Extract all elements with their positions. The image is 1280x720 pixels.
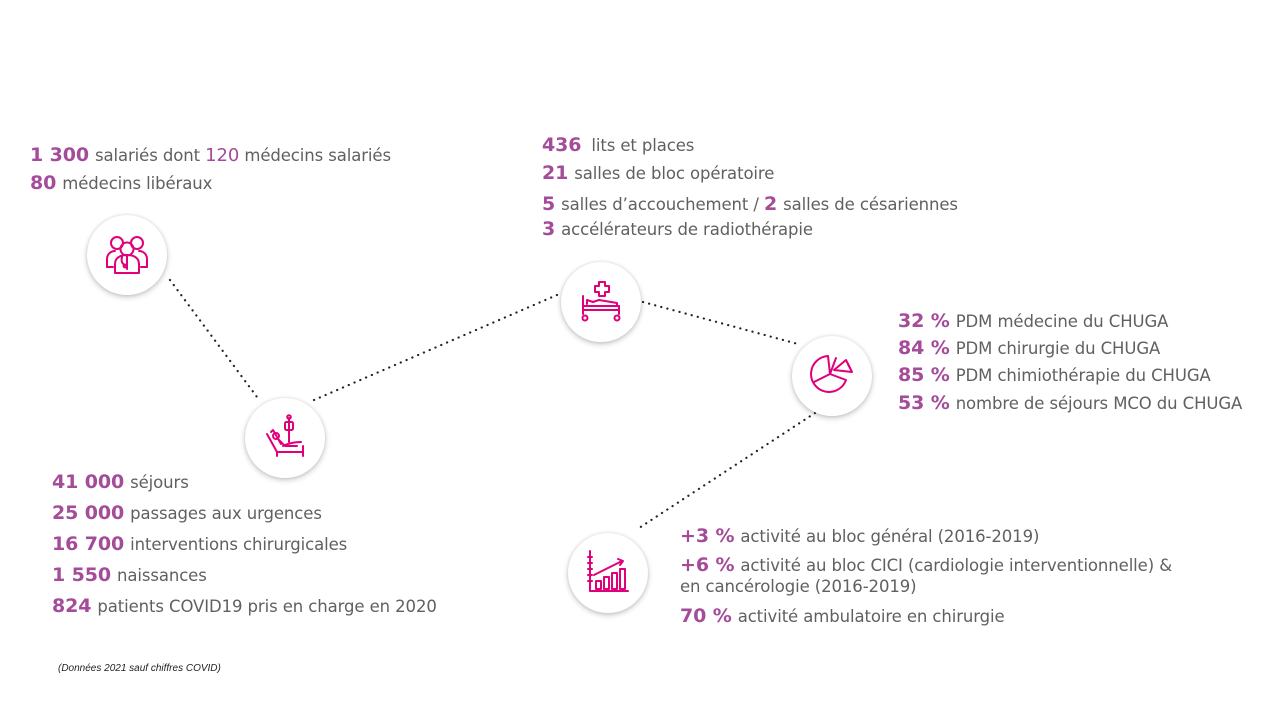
stat-number: 16 700: [52, 533, 125, 555]
connector-staff-activity: [168, 278, 259, 399]
growth-chart-icon: [584, 547, 632, 599]
staff-node: [87, 215, 167, 295]
stat-label: naissances: [117, 566, 207, 585]
stat-number: 1 300: [30, 144, 89, 166]
stat-label: PDM chimiothérapie du CHUGA: [955, 366, 1211, 385]
stat-label: activité ambulatoire en chirurgie: [737, 607, 1005, 626]
stat-number: 5: [542, 193, 556, 215]
stat-label: salles de césariennes: [783, 195, 958, 214]
stat-label: interventions chirurgicales: [130, 535, 348, 554]
stat-label: médecins salariés: [244, 146, 391, 165]
stat-number: 85 %: [898, 364, 950, 386]
stat-number: 120: [205, 145, 240, 166]
growth-stats: +3 % activité au bloc général (2016-2019)…: [680, 527, 1172, 631]
stat-label: en cancérologie (2016-2019): [680, 577, 917, 596]
capacity-line: 3 accélérateurs de radiothérapie: [542, 220, 958, 244]
staff-stats: 1 300 salariés dont 120 médecins salariés…: [30, 146, 391, 198]
doctors-group-icon: [103, 229, 151, 281]
staff-line-2: 80 médecins libéraux: [30, 174, 391, 198]
connector-share-growth: [634, 411, 817, 532]
stat-number: 1 550: [52, 564, 111, 586]
capacity-line: 436 lits et places: [542, 136, 958, 164]
activity-line: 16 700 interventions chirurgicales: [52, 535, 437, 566]
stat-label: patients COVID19 pris en charge en 2020: [97, 597, 437, 616]
stat-label: passages aux urgences: [130, 504, 322, 523]
stat-label: salles d’accouchement /: [561, 195, 759, 214]
share-line: 85 % PDM chimiothérapie du CHUGA: [898, 366, 1242, 394]
activity-stats: 41 000 séjours 25 000 passages aux urgence…: [52, 473, 437, 621]
stat-number: +6 %: [680, 554, 735, 576]
stat-label: séjours: [130, 473, 189, 492]
stat-label: nombre de séjours MCO du CHUGA: [955, 394, 1243, 413]
stat-number: 25 000: [52, 502, 125, 524]
activity-line: 1 550 naissances: [52, 566, 437, 597]
stat-number: 21: [542, 162, 569, 184]
stat-label: activité au bloc général (2016-2019): [740, 527, 1040, 546]
patient-chemotherapy-icon: [261, 412, 309, 464]
activity-line: 824 patients COVID19 pris en charge en 20…: [52, 597, 437, 621]
stat-label: médecins libéraux: [62, 174, 213, 193]
capacity-stats: 436 lits et places 21 salles de bloc opéra…: [542, 136, 958, 244]
hospital-bed-icon: [577, 276, 625, 328]
stat-number: 80: [30, 172, 57, 194]
capacity-line: 21 salles de bloc opératoire: [542, 164, 958, 195]
activity-node: [245, 398, 325, 478]
growth-line-continued: en cancérologie (2016-2019): [680, 577, 1172, 607]
stat-label: PDM chirurgie du CHUGA: [955, 339, 1161, 358]
share-line: 84 % PDM chirurgie du CHUGA: [898, 339, 1242, 366]
growth-line: +3 % activité au bloc général (2016-2019): [680, 527, 1172, 556]
share-line: 32 % PDM médecine du CHUGA: [898, 312, 1242, 339]
stat-number: 41 000: [52, 471, 125, 493]
staff-line-1: 1 300 salariés dont 120 médecins salariés: [30, 146, 391, 174]
stat-number: 2: [764, 193, 778, 215]
connector-capacity-share: [641, 300, 800, 346]
stat-label: accélérateurs de radiothérapie: [561, 220, 813, 239]
stat-label: salles de bloc opératoire: [574, 164, 775, 183]
stat-number: 84 %: [898, 337, 950, 359]
capacity-node: [561, 262, 641, 342]
stat-label: PDM médecine du CHUGA: [955, 312, 1169, 331]
stat-number: +3 %: [680, 525, 735, 547]
stat-number: 70 %: [680, 605, 732, 627]
growth-line: +6 % activité au bloc CICI (cardiologie i…: [680, 556, 1172, 579]
connector-activity-capacity: [312, 293, 559, 402]
stat-label: activité au bloc CICI (cardiologie inter…: [740, 556, 1172, 575]
activity-line: 25 000 passages aux urgences: [52, 504, 437, 535]
growth-line: 70 % activité ambulatoire en chirurgie: [680, 607, 1172, 631]
pie-chart-icon: [808, 350, 856, 402]
capacity-line: 5 salles d’accouchement / 2 salles de césa…: [542, 195, 958, 220]
growth-node: [568, 533, 648, 613]
stat-label: lits et places: [591, 136, 695, 155]
market-share-stats: 32 % PDM médecine du CHUGA 84 % PDM chirur…: [898, 312, 1242, 418]
footnote: (Données 2021 sauf chiffres COVID): [58, 663, 221, 674]
share-line: 53 % nombre de séjours MCO du CHUGA: [898, 394, 1242, 418]
stat-number: 32 %: [898, 310, 950, 332]
stat-number: 436: [542, 134, 582, 156]
stat-number: 53 %: [898, 392, 950, 414]
stat-label: salariés dont: [95, 146, 200, 165]
activity-line: 41 000 séjours: [52, 473, 437, 504]
stat-number: 824: [52, 595, 92, 617]
market-share-node: [792, 336, 872, 416]
stat-number: 3: [542, 218, 556, 240]
